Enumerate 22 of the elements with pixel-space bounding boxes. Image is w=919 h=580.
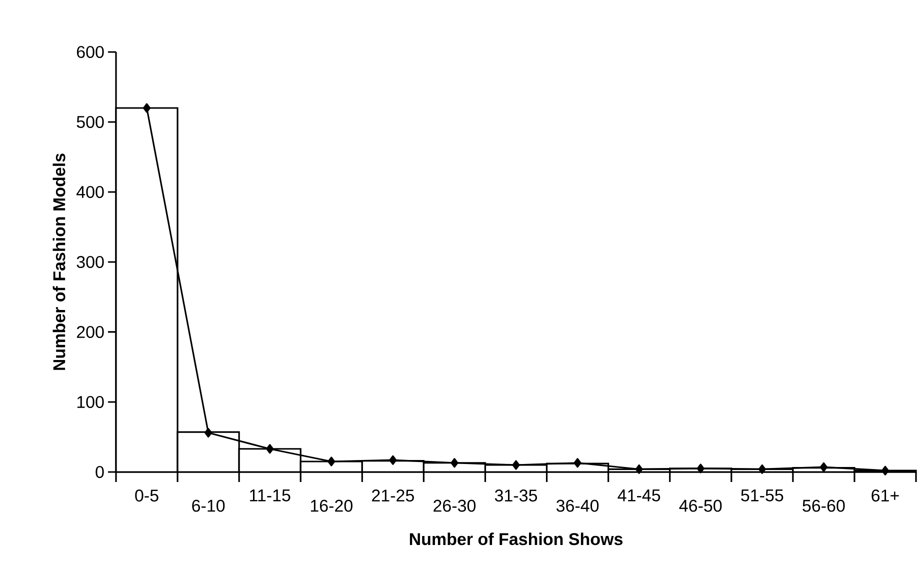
- x-tick-label: 36-40: [556, 500, 599, 512]
- y-tick-label: 100: [77, 396, 104, 408]
- x-tick-label: 6-10: [192, 500, 225, 512]
- x-axis-title: Number of Fashion Shows: [410, 532, 622, 546]
- y-axis-title: Number of Fashion Models: [52, 154, 66, 370]
- y-tick-label: 200: [76, 326, 104, 338]
- x-tick-label: 51-55: [741, 490, 784, 502]
- y-tick-label: 500: [76, 116, 104, 128]
- x-tick-label: 61+: [872, 490, 899, 502]
- x-tick-label: 16-20: [310, 500, 352, 512]
- x-tick-label: 46-50: [679, 500, 722, 512]
- x-tick-label: 21-25: [372, 490, 414, 502]
- x-tick-label: 26-30: [434, 500, 476, 512]
- y-tick-label: 400: [76, 186, 104, 198]
- y-tick-label: 0: [96, 466, 104, 478]
- x-tick-label: 41-45: [618, 490, 660, 502]
- y-tick-label: 600: [76, 46, 104, 58]
- x-tick-label: 56-60: [802, 500, 845, 512]
- y-tick-label: 300: [76, 256, 104, 268]
- x-tick-label: 11-15: [250, 490, 290, 502]
- x-tick-label: 0-5: [135, 490, 158, 502]
- x-tick-label: 31-35: [494, 490, 538, 502]
